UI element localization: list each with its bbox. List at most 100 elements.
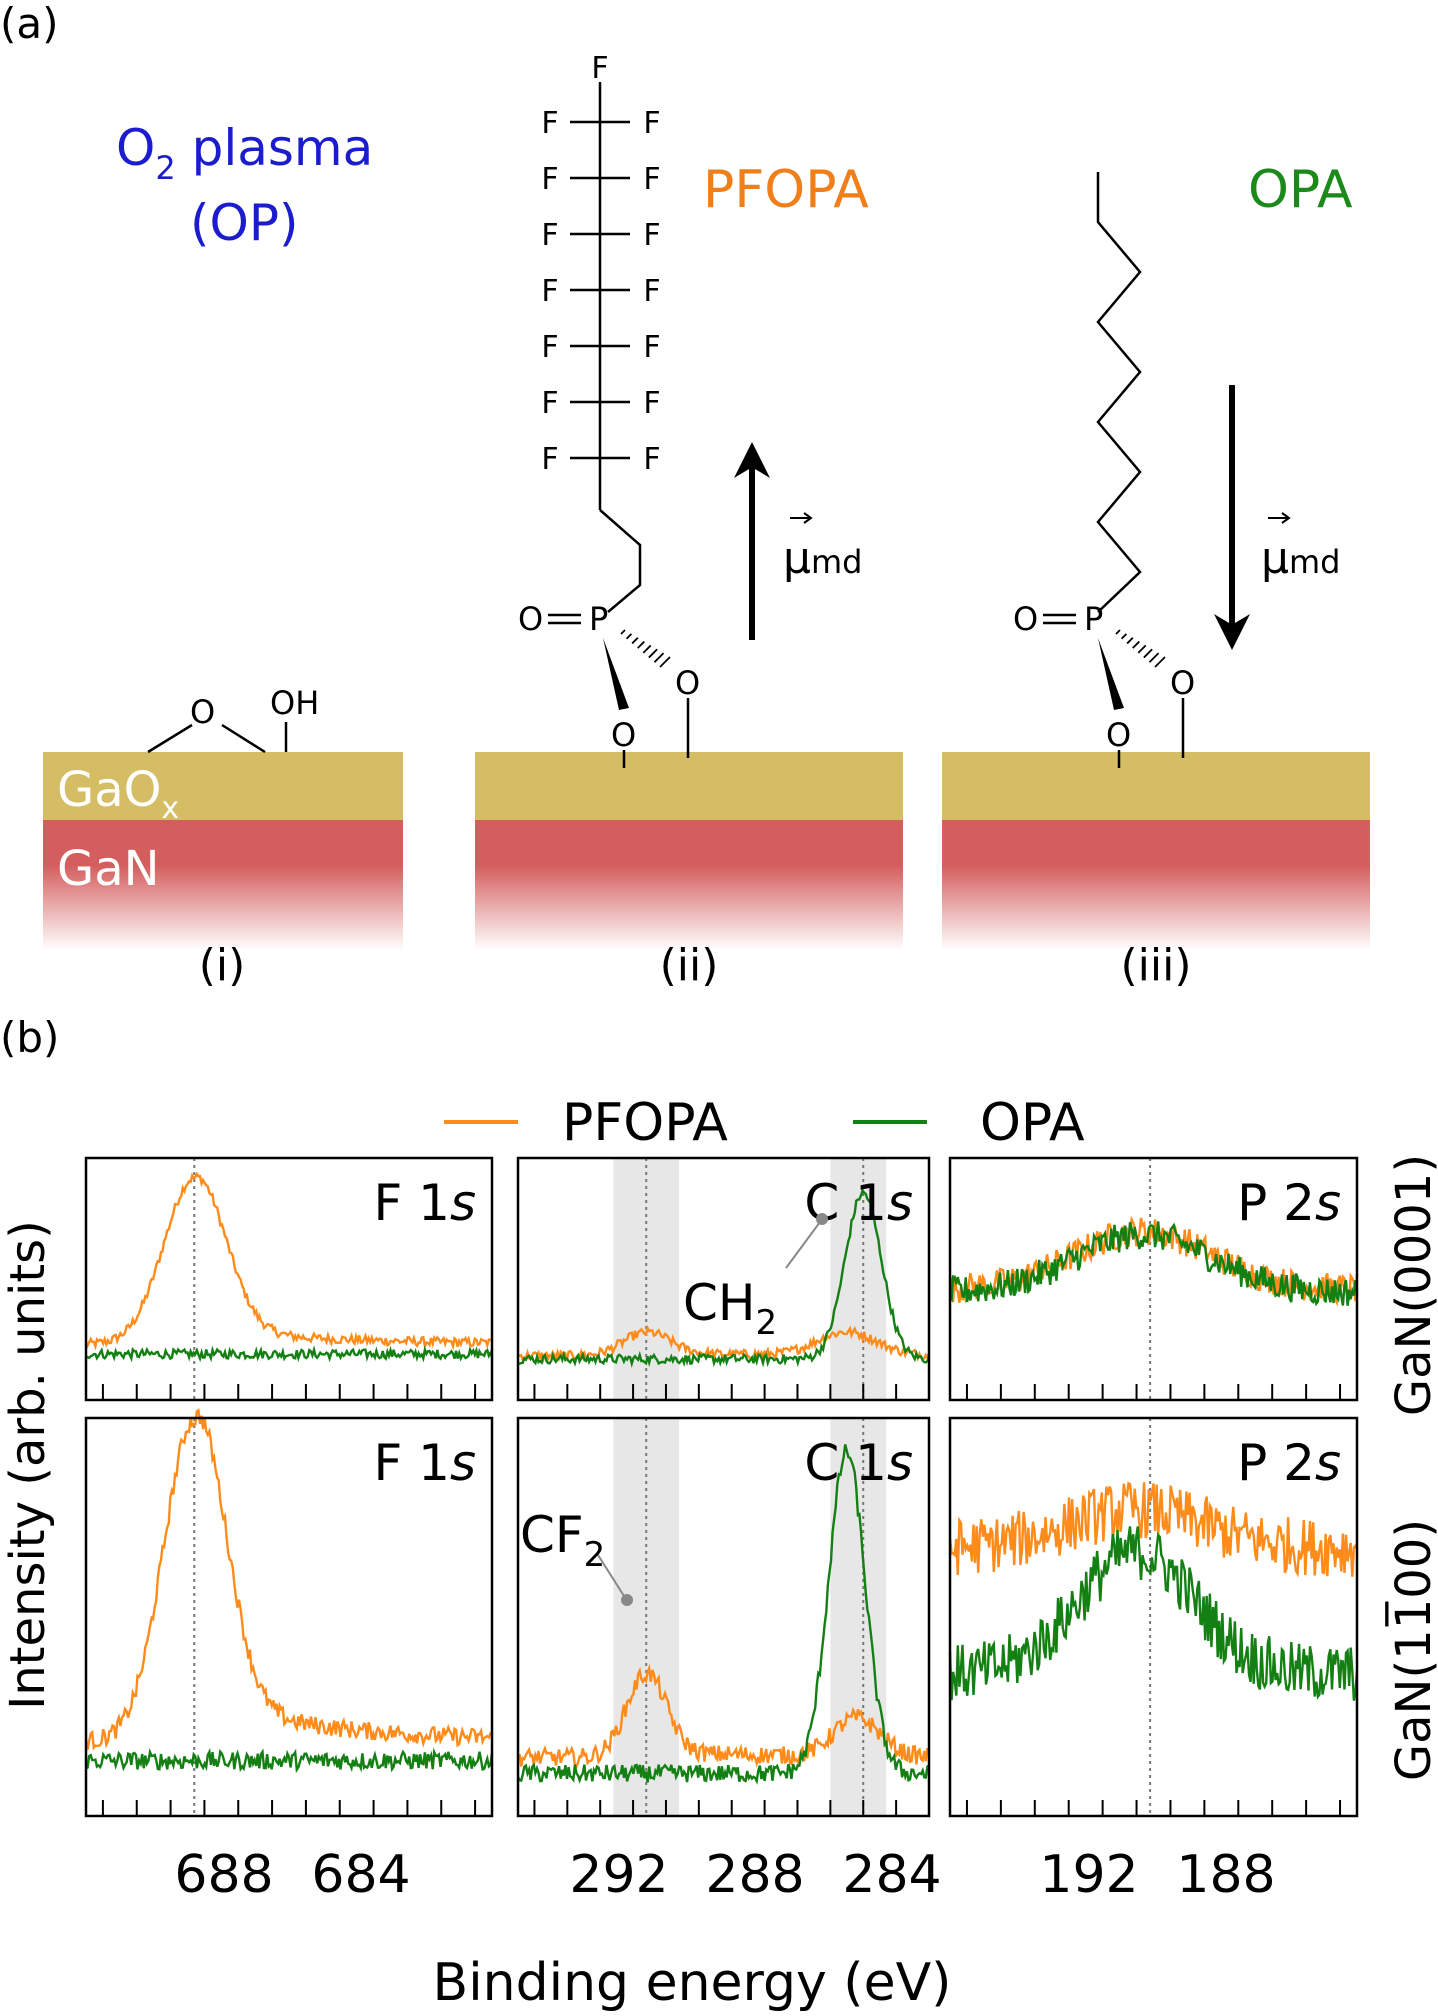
- panel-c1s-row1: C 1s: [516, 1416, 931, 1818]
- panel-frame: [948, 1156, 1359, 1402]
- panel-frame: [516, 1416, 931, 1818]
- dipole-label-pfopa: μmd: [783, 512, 862, 584]
- legend-label-opa: OPA: [980, 1093, 1085, 1153]
- y-axis-label: Intensity (arb. units): [0, 1220, 56, 1710]
- gan-layer-op: [43, 820, 403, 950]
- op-surface-groups: [147, 722, 288, 754]
- dipole-label-opa: μmd: [1261, 512, 1340, 584]
- series-line-opa: [85, 1345, 494, 1363]
- opa-title: OPA: [1248, 160, 1353, 220]
- panel-p2s-row0: P 2s: [948, 1156, 1359, 1402]
- fluorine-atom: F: [643, 106, 660, 141]
- xtick-284: 284: [842, 1845, 941, 1905]
- series-line-pfopa: [948, 1481, 1359, 1578]
- series-line-opa: [948, 1221, 1359, 1307]
- panel-c1s-row0: C 1s: [516, 1156, 931, 1402]
- substrate-opa: [942, 752, 1370, 950]
- series-line-opa: [948, 1526, 1359, 1701]
- fluorine-atom: F: [643, 162, 660, 197]
- panel-p2s-row1: P 2s: [948, 1416, 1359, 1818]
- xtick-292: 292: [569, 1845, 668, 1905]
- gan-label: GaN: [57, 841, 160, 897]
- panel-title: C 1s: [804, 1434, 913, 1492]
- gaox-label: GaOx: [57, 762, 179, 826]
- xtick-192: 192: [1039, 1845, 1138, 1905]
- series-line-pfopa: [84, 1408, 493, 1751]
- fluorine-atom: F: [541, 442, 558, 477]
- annotations: CH2 CF2: [520, 1213, 828, 1606]
- pfopa-title: PFOPA: [703, 160, 869, 220]
- gaox-layer-pfopa: [475, 752, 903, 820]
- fluorine-atom: F: [643, 442, 660, 477]
- fluorine-atom: F: [541, 330, 558, 365]
- gaox-layer-op: [43, 752, 403, 820]
- pfopa-oxo-o: O: [518, 600, 543, 638]
- panel-title: F 1s: [373, 1434, 476, 1492]
- pfopa-phosphorus: P: [589, 600, 608, 638]
- substrate-op: [43, 752, 403, 950]
- cf2-label: CF2: [520, 1506, 605, 1575]
- sublabel-ii: (ii): [660, 940, 719, 991]
- panel-title: F 1s: [373, 1174, 476, 1232]
- panel-f1s-row0: F 1s: [84, 1156, 494, 1402]
- op-bridging-o: O: [190, 693, 215, 731]
- fluorine-atom: F: [643, 218, 660, 253]
- opa-bridged-o: O: [1170, 664, 1195, 702]
- fluorine-atom: F: [643, 274, 660, 309]
- xtick-188: 188: [1176, 1845, 1275, 1905]
- pfopa-molecule: FF FF FF FF FF FF FF FO POO: [518, 51, 700, 768]
- row-label-0001: GaN(0001): [1386, 1154, 1438, 1416]
- opa-alkyl-chain: [1096, 172, 1142, 613]
- fluorine-atom: F: [541, 386, 558, 421]
- panel-frame: [84, 1416, 494, 1818]
- xtick-688: 688: [174, 1845, 273, 1905]
- spectra-panels: F 1s C 1s P 2s F 1s C 1s P 2s CH2 CF2: [84, 1156, 1359, 1818]
- ch2-marker: [816, 1213, 828, 1225]
- svg-text:μmd: μmd: [1261, 533, 1340, 584]
- opa-phosphorus: P: [1084, 600, 1103, 638]
- panel-title: P 2s: [1237, 1174, 1341, 1232]
- series-line-opa: [517, 1187, 931, 1368]
- op-hydroxyl: OH: [270, 684, 319, 722]
- sublabel-iii: (iii): [1120, 940, 1191, 991]
- sublabel-i: (i): [199, 940, 246, 991]
- fluorine-atom: F: [541, 162, 558, 197]
- gan-layer-pfopa: [475, 820, 903, 950]
- op-title: O2 plasma: [116, 119, 373, 187]
- svg-text:μmd: μmd: [783, 533, 862, 584]
- part-b-label: (b): [0, 1013, 59, 1062]
- row-label-1100: GaN(11̅00): [1384, 1519, 1438, 1781]
- xtick-684: 684: [311, 1845, 410, 1905]
- opa-wedge-bond: [1098, 638, 1124, 710]
- xtick-288: 288: [705, 1845, 804, 1905]
- panel-frame: [516, 1156, 931, 1402]
- ch2-label: CH2: [683, 1274, 777, 1343]
- shaded-region: [830, 1418, 887, 1816]
- legend-label-pfopa: PFOPA: [562, 1093, 728, 1153]
- panel-title: P 2s: [1237, 1434, 1341, 1492]
- gaox-layer-opa: [942, 752, 1370, 820]
- fluorine-atom: F: [643, 386, 660, 421]
- legend: PFOPA OPA: [444, 1093, 1085, 1153]
- series-line-pfopa: [516, 1663, 931, 1769]
- pfopa-bridged-o: O: [675, 664, 700, 702]
- opa-molecule: O P O O: [1013, 172, 1195, 768]
- panel-frame: [84, 1156, 494, 1402]
- fluorine-atom: F: [541, 106, 558, 141]
- cf2-marker: [621, 1594, 633, 1606]
- panel-frame: [948, 1416, 1359, 1818]
- pfopa-bound-o: O: [611, 716, 636, 754]
- fluorine-atom: F: [541, 274, 558, 309]
- opa-oxo-o: O: [1013, 600, 1038, 638]
- panel-title: C 1s: [804, 1174, 913, 1232]
- series-line-pfopa: [84, 1171, 493, 1351]
- gan-layer-opa: [942, 820, 1370, 950]
- part-a-label: (a): [0, 0, 59, 48]
- series-line-opa: [516, 1444, 930, 1785]
- fluorine-atom: F: [591, 51, 608, 86]
- x-axis-label: Binding energy (eV): [433, 1953, 952, 2013]
- pfopa-wedge-bond: [603, 638, 629, 710]
- fluorine-atom: F: [643, 330, 660, 365]
- substrate-pfopa: [475, 752, 903, 950]
